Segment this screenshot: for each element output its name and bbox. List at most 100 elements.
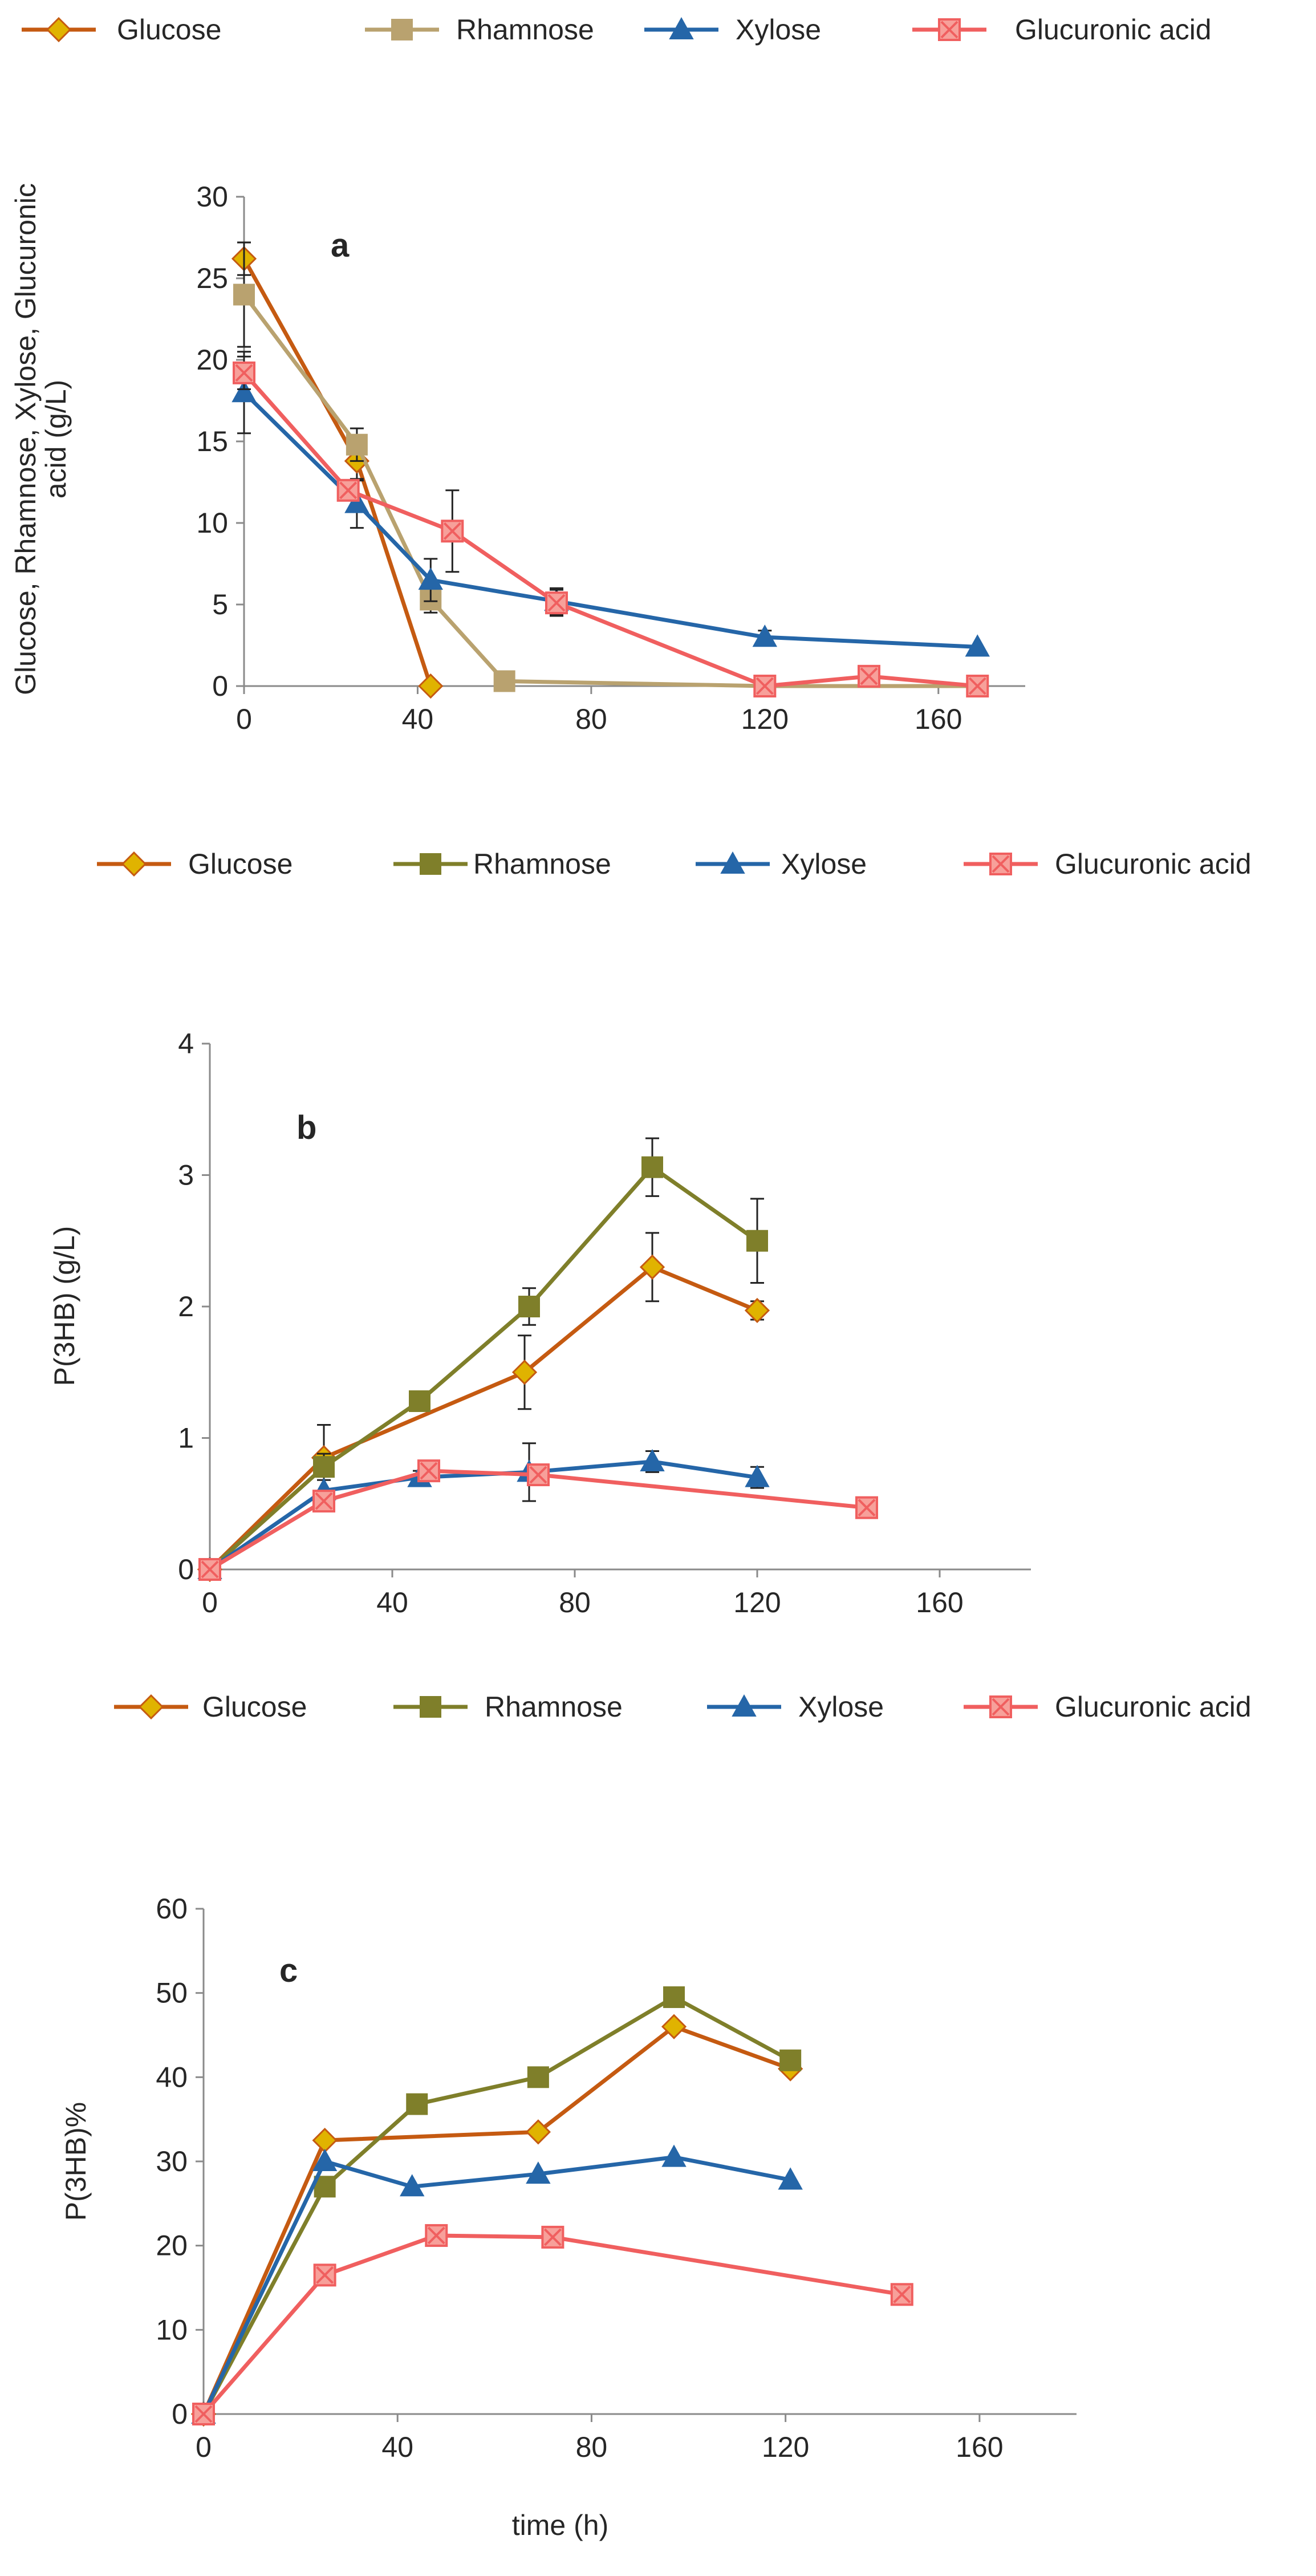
legend-item-xylose: Xylose: [696, 848, 867, 880]
data-point: [312, 2148, 338, 2171]
x-axis-title: time (h): [512, 2509, 608, 2541]
legend-a: Glucose Rhamnose Xylose Glucuronic acid: [22, 14, 1212, 46]
legend-item-glucose: Glucose: [97, 848, 293, 880]
data-point: [545, 591, 568, 615]
legend-item-rhamnose: Rhamnose: [393, 1691, 623, 1723]
x-tick-label: 80: [576, 2431, 608, 2463]
panel-label: b: [296, 1109, 316, 1146]
data-point: [527, 1463, 550, 1487]
data-point: [744, 1297, 770, 1324]
y-tick-label: 0: [172, 2398, 188, 2430]
data-point: [346, 433, 368, 456]
data-point: [541, 2225, 564, 2249]
series-line-rhamnose: [208, 1165, 759, 1571]
data-point: [752, 624, 778, 647]
legend-item-glucuronic-acid: Glucuronic acid: [964, 848, 1252, 880]
legend-marker: [989, 1695, 1012, 1718]
chart-panel-b: Glucose Rhamnose Xylose Glucuronic acid 0 1 2 3…: [48, 848, 1252, 1618]
legend-marker: [46, 17, 72, 43]
series-glucuronic-acid: [192, 2224, 913, 2425]
x-tick-label: 120: [741, 703, 789, 735]
series-line-glucuronic-acid: [202, 2233, 903, 2416]
series-rhamnose: [193, 1986, 802, 2425]
data-point: [417, 1459, 440, 1483]
legend-label: Glucose: [117, 14, 221, 46]
y-tick-label: 10: [196, 507, 228, 539]
legend-label: Glucose: [202, 1691, 307, 1723]
series-rhamnose: [233, 241, 989, 697]
legend-item-glucuronic-acid: Glucuronic acid: [912, 14, 1212, 46]
panel-label: a: [331, 227, 350, 264]
y-axis-title: P(3HB)%: [60, 2102, 92, 2221]
x-tick-label: 80: [559, 1587, 591, 1618]
data-point: [344, 490, 369, 513]
x-tick-label: 80: [575, 703, 607, 735]
series-line-rhamnose: [242, 293, 978, 688]
legend-label: Rhamnose: [485, 1691, 623, 1723]
y-tick-label: 15: [196, 425, 228, 457]
data-point: [526, 2161, 551, 2184]
legend-item-rhamnose: Rhamnose: [365, 14, 594, 46]
data-point: [753, 675, 777, 697]
series-glucose: [231, 241, 444, 699]
data-point: [441, 520, 464, 543]
y-tick-label: 60: [156, 1893, 188, 1925]
y-tick-label: 30: [156, 2145, 188, 2177]
data-point: [525, 2119, 551, 2145]
y-tick-label: 4: [178, 1028, 194, 1060]
series-line-xylose: [201, 2155, 791, 2415]
series-glucuronic-acid: [198, 1459, 878, 1581]
data-point: [778, 2167, 803, 2190]
legend-marker: [669, 17, 694, 39]
data-point: [511, 1360, 538, 1385]
x-tick-label: 0: [236, 703, 252, 735]
legend-label: Glucuronic acid: [1055, 1691, 1252, 1723]
data-point: [965, 634, 990, 657]
data-point: [641, 1156, 663, 1178]
legend-item-xylose: Xylose: [707, 1691, 884, 1723]
series-xylose: [231, 351, 990, 657]
y-axis-title: acid (g/L): [40, 380, 72, 498]
series-line-xylose: [242, 391, 978, 649]
legend-label: Rhamnose: [473, 848, 611, 880]
panel-label: c: [279, 1952, 298, 1989]
series-xylose: [197, 1442, 770, 1579]
y-tick-label: 3: [178, 1159, 194, 1191]
data-point: [779, 2049, 802, 2071]
legend-marker: [391, 19, 413, 40]
data-point: [493, 670, 515, 692]
legend-marker: [420, 853, 441, 875]
x-tick-label: 160: [956, 2431, 1003, 2463]
series-glucose: [190, 2014, 803, 2427]
legend-item-glucose: Glucose: [22, 14, 221, 46]
x-tick-label: 0: [202, 1587, 218, 1618]
y-tick-label: 40: [156, 2061, 188, 2093]
data-point: [640, 1449, 665, 1471]
y-axis-title: P(3HB) (g/L): [48, 1226, 80, 1386]
data-point: [890, 2283, 913, 2306]
data-point: [746, 1230, 768, 1252]
series-glucose: [197, 1232, 770, 1583]
legend-marker: [138, 1694, 164, 1720]
x-tick-label: 160: [916, 1587, 963, 1618]
series-rhamnose: [199, 1137, 768, 1580]
legend-label: Xylose: [798, 1691, 884, 1723]
legend-label: Glucuronic acid: [1015, 14, 1212, 46]
data-point: [406, 2093, 428, 2115]
chart-panel-c: Glucose Rhamnose Xylose Glucuronic acid 0 10 2…: [60, 1691, 1252, 2541]
y-tick-label: 5: [212, 589, 228, 620]
legend-marker: [121, 851, 147, 877]
legend-marker: [720, 851, 745, 874]
series-line-glucose: [242, 257, 433, 687]
data-point: [312, 1490, 335, 1513]
data-point: [745, 1465, 770, 1487]
data-point: [418, 673, 444, 699]
series-line-glucuronic-acid: [242, 371, 978, 688]
data-point: [312, 2127, 338, 2153]
legend-item-glucose: Glucose: [114, 1691, 307, 1723]
y-tick-label: 1: [178, 1422, 194, 1454]
data-point: [198, 1558, 221, 1581]
data-point: [855, 1496, 878, 1519]
y-tick-label: 10: [156, 2314, 188, 2346]
